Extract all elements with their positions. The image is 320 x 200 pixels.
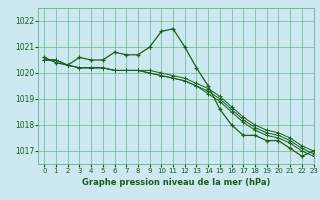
X-axis label: Graphe pression niveau de la mer (hPa): Graphe pression niveau de la mer (hPa) <box>82 178 270 187</box>
